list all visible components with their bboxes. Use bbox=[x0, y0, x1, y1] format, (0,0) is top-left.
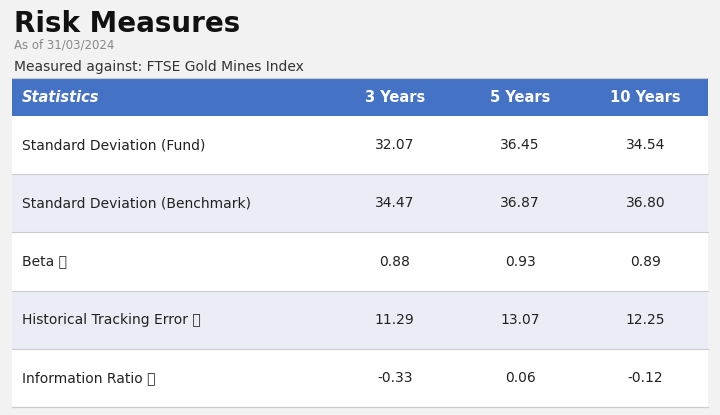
Text: -0.33: -0.33 bbox=[377, 371, 413, 385]
Text: 11.29: 11.29 bbox=[375, 312, 415, 327]
Text: 5 Years: 5 Years bbox=[490, 90, 550, 105]
Text: 0.06: 0.06 bbox=[505, 371, 536, 385]
Text: 32.07: 32.07 bbox=[375, 138, 415, 152]
Text: 0.93: 0.93 bbox=[505, 254, 536, 269]
Text: 34.54: 34.54 bbox=[626, 138, 665, 152]
Text: -0.12: -0.12 bbox=[628, 371, 663, 385]
Text: 3 Years: 3 Years bbox=[364, 90, 425, 105]
Text: 12.25: 12.25 bbox=[626, 312, 665, 327]
Text: 13.07: 13.07 bbox=[500, 312, 540, 327]
Text: Standard Deviation (Fund): Standard Deviation (Fund) bbox=[22, 138, 205, 152]
Bar bbox=[12, 174, 708, 232]
Text: Measured against: FTSE Gold Mines Index: Measured against: FTSE Gold Mines Index bbox=[14, 60, 304, 74]
Text: 10 Years: 10 Years bbox=[610, 90, 680, 105]
Text: 0.88: 0.88 bbox=[379, 254, 410, 269]
Bar bbox=[12, 116, 708, 174]
Bar bbox=[12, 290, 708, 349]
Text: Risk Measures: Risk Measures bbox=[14, 10, 240, 38]
Text: 36.45: 36.45 bbox=[500, 138, 540, 152]
Text: Historical Tracking Error ⓘ: Historical Tracking Error ⓘ bbox=[22, 312, 201, 327]
Text: As of 31/03/2024: As of 31/03/2024 bbox=[14, 38, 114, 51]
Bar bbox=[12, 78, 708, 116]
Text: 0.89: 0.89 bbox=[630, 254, 661, 269]
Text: 36.80: 36.80 bbox=[626, 196, 665, 210]
Text: 34.47: 34.47 bbox=[375, 196, 415, 210]
Text: 36.87: 36.87 bbox=[500, 196, 540, 210]
Bar bbox=[12, 232, 708, 290]
Bar bbox=[12, 349, 708, 407]
Text: Information Ratio ⓘ: Information Ratio ⓘ bbox=[22, 371, 156, 385]
Text: Beta ⓘ: Beta ⓘ bbox=[22, 254, 67, 269]
Text: Standard Deviation (Benchmark): Standard Deviation (Benchmark) bbox=[22, 196, 251, 210]
Text: Statistics: Statistics bbox=[22, 90, 99, 105]
